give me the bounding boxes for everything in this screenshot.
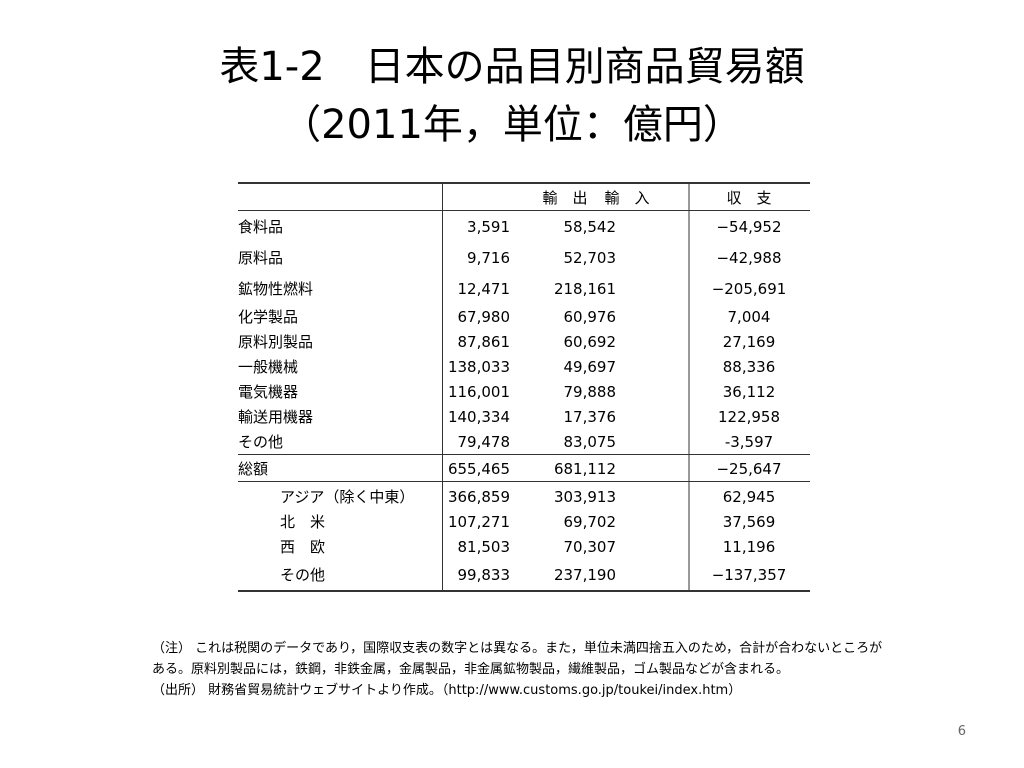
cell-balance: 36,112 <box>722 383 776 401</box>
cell-import: 218,161 <box>553 280 616 298</box>
cell-export: 3,591 <box>467 218 510 236</box>
table-header: 輸 出輸 入 収 支 <box>238 186 810 210</box>
cell-label: その他 <box>238 433 284 451</box>
trade-table: 輸 出輸 入 収 支食料品 3,591 58,542 −54,952 原料品 9,716 52… <box>238 182 810 592</box>
cell-balance: −205,691 <box>711 280 787 298</box>
cell-import: 60,692 <box>563 333 617 351</box>
table-row: その他 79,478 83,075 -3,597 <box>238 430 810 454</box>
table-row: 鉱物性燃料 12,471 218,161 −205,691 <box>238 277 810 301</box>
cell-balance: 88,336 <box>722 358 776 376</box>
cell-import: 681,112 <box>553 460 616 478</box>
cell-label: 総額 <box>238 460 269 478</box>
table-row: 化学製品 67,980 60,976 7,004 <box>238 305 810 329</box>
header-divider <box>238 210 810 211</box>
cell-label: 化学製品 <box>238 308 299 326</box>
cell-label: 一般機械 <box>238 358 299 376</box>
cell-label: 鉱物性燃料 <box>238 280 314 298</box>
cell-import: 49,697 <box>563 358 617 376</box>
cell-balance: 7,004 <box>727 308 771 326</box>
cell-export: 655,465 <box>447 460 510 478</box>
cell-export: 79,478 <box>457 433 511 451</box>
cell-balance: −25,647 <box>716 460 782 478</box>
table-row: 原料品 9,716 52,703 −42,988 <box>238 246 810 270</box>
cell-balance: 122,958 <box>717 408 781 426</box>
cell-label: 原料品 <box>238 249 284 267</box>
cell-import: 52,703 <box>563 249 617 267</box>
cell-label: 西 欧 <box>280 538 326 556</box>
row-divider <box>238 454 810 455</box>
cell-import: 17,376 <box>563 408 617 426</box>
column-divider <box>442 184 443 590</box>
table-row: 電気機器 116,001 79,888 36,112 <box>238 380 810 404</box>
table-row: アジア（除く中東） 366,859 303,913 62,945 <box>238 485 810 509</box>
cell-export: 140,334 <box>447 408 510 426</box>
cell-import: 79,888 <box>563 383 617 401</box>
cell-export: 99,833 <box>457 566 511 584</box>
column-divider <box>688 184 690 590</box>
cell-export: 107,271 <box>447 513 510 531</box>
table-row: 北 米 107,271 69,702 37,569 <box>238 510 810 534</box>
cell-export: 87,861 <box>457 333 511 351</box>
cell-label: 原料別製品 <box>238 333 314 351</box>
table-row: その他 99,833 237,190 −137,357 <box>238 563 810 587</box>
cell-balance: 37,569 <box>722 513 776 531</box>
cell-label: 北 米 <box>280 513 326 531</box>
row-divider <box>238 481 810 482</box>
slide-subtitle: （2011年，単位：億円） <box>281 102 743 148</box>
cell-balance: −42,988 <box>716 249 782 267</box>
cell-balance: 11,196 <box>722 538 776 556</box>
column-header: 収 支 <box>726 189 772 207</box>
slide-title: 表1-2 日本の品目別商品貿易額 <box>219 44 805 90</box>
table-row: 一般機械 138,033 49,697 88,336 <box>238 355 810 379</box>
table-row: 輸送用機器 140,334 17,376 122,958 <box>238 405 810 429</box>
table-row: 原料別製品 87,861 60,692 27,169 <box>238 330 810 354</box>
cell-import: 58,542 <box>563 218 617 236</box>
cell-import: 70,307 <box>563 538 617 556</box>
table-row: 西 欧 81,503 70,307 11,196 <box>238 535 810 559</box>
cell-label: 輸送用機器 <box>238 408 314 426</box>
source-text: （出所） 財務省貿易統計ウェブサイトより作成。（http://www.custo… <box>152 683 742 698</box>
cell-export: 9,716 <box>467 249 510 267</box>
cell-balance: -3,597 <box>724 433 774 451</box>
cell-balance: −54,952 <box>716 218 782 236</box>
column-header: 輸 出 <box>542 189 588 207</box>
cell-label: アジア（除く中東） <box>280 488 415 506</box>
cell-balance: −137,357 <box>711 566 787 584</box>
cell-balance: 62,945 <box>722 488 776 506</box>
cell-label: 食料品 <box>238 218 284 236</box>
cell-label: その他 <box>280 566 326 584</box>
cell-export: 116,001 <box>447 383 510 401</box>
cell-import: 83,075 <box>563 433 617 451</box>
cell-export: 366,859 <box>447 488 510 506</box>
cell-export: 138,033 <box>447 358 510 376</box>
cell-balance: 27,169 <box>722 333 776 351</box>
page-number: 6 <box>957 724 966 739</box>
note-text: （注） これは税関のデータであり，国際収支表の数字とは異なる。また，単位未満四捨… <box>152 641 883 677</box>
table-row: 食料品 3,591 58,542 −54,952 <box>238 215 810 239</box>
cell-export: 81,503 <box>457 538 511 556</box>
cell-import: 69,702 <box>563 513 617 531</box>
cell-export: 67,980 <box>457 308 511 326</box>
table-row: 総額 655,465 681,112 −25,647 <box>238 457 810 481</box>
cell-import: 237,190 <box>553 566 616 584</box>
cell-export: 12,471 <box>457 280 511 298</box>
column-header: 輸 入 <box>604 189 650 207</box>
cell-label: 電気機器 <box>238 383 299 401</box>
cell-import: 60,976 <box>563 308 617 326</box>
notes: （注） これは税関のデータであり，国際収支表の数字とは異なる。また，単位未満四捨… <box>152 638 892 701</box>
cell-import: 303,913 <box>553 488 616 506</box>
